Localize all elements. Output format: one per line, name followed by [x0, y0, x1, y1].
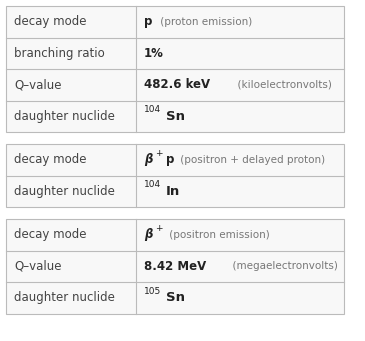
- Text: decay mode: decay mode: [14, 153, 87, 166]
- Text: (kiloelectronvolts): (kiloelectronvolts): [231, 80, 332, 90]
- Text: 105: 105: [144, 287, 161, 296]
- Text: (megaelectronvolts): (megaelectronvolts): [226, 261, 338, 271]
- Text: Sn: Sn: [166, 110, 185, 123]
- Text: branching ratio: branching ratio: [14, 47, 105, 60]
- Bar: [6, 6, 344, 132]
- Text: 104: 104: [144, 180, 161, 190]
- Text: p: p: [144, 15, 153, 28]
- Text: daughter nuclide: daughter nuclide: [14, 110, 115, 123]
- Text: (positron + delayed proton): (positron + delayed proton): [177, 155, 326, 165]
- Bar: [6, 144, 344, 207]
- Bar: [6, 219, 344, 313]
- Text: β: β: [144, 153, 153, 166]
- Text: decay mode: decay mode: [14, 228, 87, 241]
- Text: daughter nuclide: daughter nuclide: [14, 291, 115, 304]
- Text: 8.42 MeV: 8.42 MeV: [144, 260, 206, 273]
- Bar: [6, 219, 344, 313]
- Text: (positron emission): (positron emission): [166, 230, 270, 240]
- Text: Sn: Sn: [166, 291, 185, 304]
- Text: +: +: [155, 224, 163, 233]
- Text: +: +: [155, 149, 163, 158]
- Bar: [6, 6, 344, 132]
- Text: decay mode: decay mode: [14, 15, 87, 28]
- Bar: [6, 144, 344, 207]
- Text: daughter nuclide: daughter nuclide: [14, 185, 115, 198]
- Text: Q–value: Q–value: [14, 78, 61, 91]
- Text: In: In: [166, 185, 180, 198]
- Text: 104: 104: [144, 105, 161, 115]
- Text: p: p: [166, 153, 174, 166]
- Text: 482.6 keV: 482.6 keV: [144, 78, 210, 91]
- Text: 1%: 1%: [144, 47, 164, 60]
- Text: Q–value: Q–value: [14, 260, 61, 273]
- Text: (proton emission): (proton emission): [157, 17, 252, 27]
- Text: β: β: [144, 228, 153, 241]
